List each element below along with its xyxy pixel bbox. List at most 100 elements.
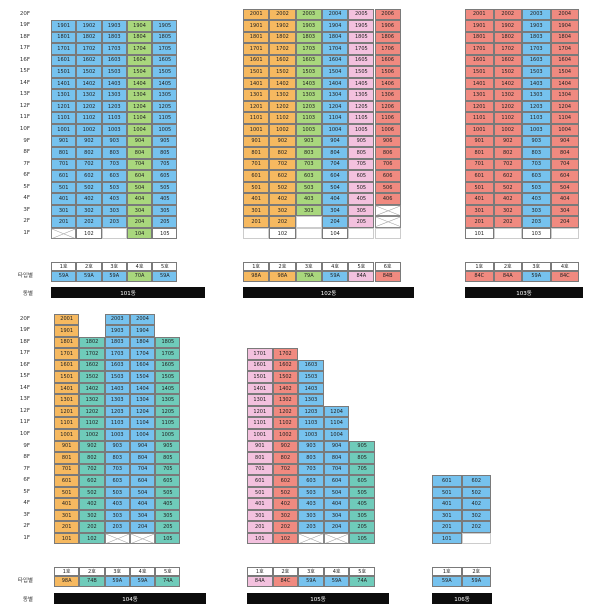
unit-cell[interactable]: 401 [51,193,76,205]
unit-cell[interactable]: 303 [296,205,322,217]
unit-cell[interactable]: 905 [348,136,374,148]
unit-cell[interactable]: 202 [494,216,523,228]
unit-cell[interactable]: 902 [79,441,104,453]
unit-cell[interactable]: 1704 [322,43,348,55]
unit-cell[interactable]: 901 [247,441,273,453]
unit-cell[interactable]: 802 [269,147,295,159]
unit-cell[interactable]: 1803 [522,32,551,44]
unit-cell[interactable]: 804 [551,147,580,159]
unit-cell[interactable]: 801 [243,147,269,159]
unit-cell[interactable]: 1003 [296,124,322,136]
unit-cell[interactable]: 401 [243,193,269,205]
unit-cell[interactable]: 1601 [243,55,269,67]
unit-cell[interactable]: 2003 [105,314,130,326]
unit-cell[interactable]: 1801 [51,32,76,44]
unit-cell[interactable]: 1703 [522,43,551,55]
unit-cell[interactable]: 1403 [298,383,324,395]
unit-cell[interactable]: 1103 [296,112,322,124]
unit-cell[interactable]: 803 [298,452,324,464]
unit-cell[interactable]: 1503 [296,66,322,78]
unit-cell[interactable]: 1305 [348,89,374,101]
unit-cell[interactable]: 1803 [105,337,130,349]
unit-cell[interactable]: 1805 [152,32,177,44]
unit-cell[interactable]: 503 [298,487,324,499]
unit-cell[interactable]: 305 [349,510,375,522]
unit-cell[interactable]: 601 [432,475,462,487]
unit-cell[interactable]: 1104 [551,112,580,124]
unit-cell[interactable]: 604 [551,170,580,182]
unit-cell[interactable]: 1003 [105,429,130,441]
unit-cell[interactable]: 605 [152,170,177,182]
unit-cell[interactable]: 1005 [348,124,374,136]
unit-cell[interactable]: 1805 [155,337,180,349]
unit-cell[interactable]: 204 [324,521,350,533]
unit-cell[interactable]: 501 [432,487,462,499]
unit-cell[interactable]: 205 [155,521,180,533]
unit-cell[interactable]: 1305 [155,394,180,406]
unit-cell[interactable]: 804 [130,452,155,464]
unit-cell[interactable]: 501 [243,182,269,194]
unit-cell[interactable]: 1701 [51,43,76,55]
unit-cell[interactable]: 1505 [155,371,180,383]
unit-cell[interactable]: 701 [54,464,79,476]
unit-cell[interactable]: 1102 [273,417,299,429]
unit-cell[interactable]: 1102 [494,112,523,124]
unit-cell[interactable]: 1403 [522,78,551,90]
unit-cell[interactable]: 302 [273,510,299,522]
unit-cell[interactable]: 503 [522,182,551,194]
unit-cell[interactable]: 1205 [152,101,177,113]
unit-cell[interactable]: 1803 [296,32,322,44]
unit-cell[interactable]: 1605 [152,55,177,67]
unit-cell[interactable]: 903 [298,441,324,453]
unit-cell[interactable]: 1203 [296,101,322,113]
unit-cell[interactable]: 704 [130,464,155,476]
unit-cell[interactable]: 701 [247,464,273,476]
unit-cell[interactable]: 1801 [465,32,494,44]
unit-cell[interactable]: 1505 [152,66,177,78]
unit-cell[interactable]: 1502 [273,371,299,383]
unit-cell[interactable]: 301 [51,205,76,217]
unit-cell[interactable]: 1802 [79,337,104,349]
unit-cell[interactable]: 606 [375,170,401,182]
unit-cell[interactable]: 405 [348,193,374,205]
unit-cell[interactable]: 702 [273,464,299,476]
unit-cell[interactable]: 901 [51,136,76,148]
unit-cell[interactable]: 903 [522,136,551,148]
unit-cell[interactable]: 505 [349,487,375,499]
unit-cell[interactable]: 1005 [152,124,177,136]
unit-cell[interactable]: 304 [130,510,155,522]
unit-cell[interactable]: 2001 [54,314,79,326]
unit-cell[interactable]: 1802 [494,32,523,44]
unit-cell[interactable]: 1001 [243,124,269,136]
unit-cell[interactable]: 1904 [130,325,155,337]
unit-cell[interactable]: 1105 [152,112,177,124]
unit-cell[interactable]: 201 [51,216,76,228]
unit-cell[interactable]: 101 [432,533,462,545]
unit-cell[interactable]: 1102 [269,112,295,124]
unit-cell[interactable]: 1202 [269,101,295,113]
unit-cell[interactable]: 401 [465,193,494,205]
unit-cell[interactable]: 1701 [465,43,494,55]
unit-cell[interactable]: 504 [324,487,350,499]
unit-cell[interactable]: 201 [247,521,273,533]
unit-cell[interactable]: 1205 [155,406,180,418]
unit-cell[interactable]: 405 [155,498,180,510]
unit-cell[interactable]: 1302 [273,394,299,406]
unit-cell[interactable]: 1605 [348,55,374,67]
unit-cell[interactable]: 601 [243,170,269,182]
unit-cell[interactable]: 1702 [269,43,295,55]
unit-cell[interactable]: 1402 [494,78,523,90]
unit-cell[interactable]: 1604 [322,55,348,67]
unit-cell[interactable]: 1402 [269,78,295,90]
unit-cell[interactable]: 1703 [105,348,130,360]
unit-cell[interactable]: 1104 [322,112,348,124]
unit-cell[interactable]: 1901 [54,325,79,337]
unit-cell[interactable]: 201 [465,216,494,228]
unit-cell[interactable]: 1302 [494,89,523,101]
unit-cell[interactable]: 701 [51,159,76,171]
unit-cell[interactable]: 1003 [298,429,324,441]
unit-cell[interactable]: 302 [269,205,295,217]
unit-cell[interactable]: 202 [76,216,101,228]
unit-cell[interactable]: 604 [127,170,152,182]
unit-cell[interactable]: 701 [243,159,269,171]
